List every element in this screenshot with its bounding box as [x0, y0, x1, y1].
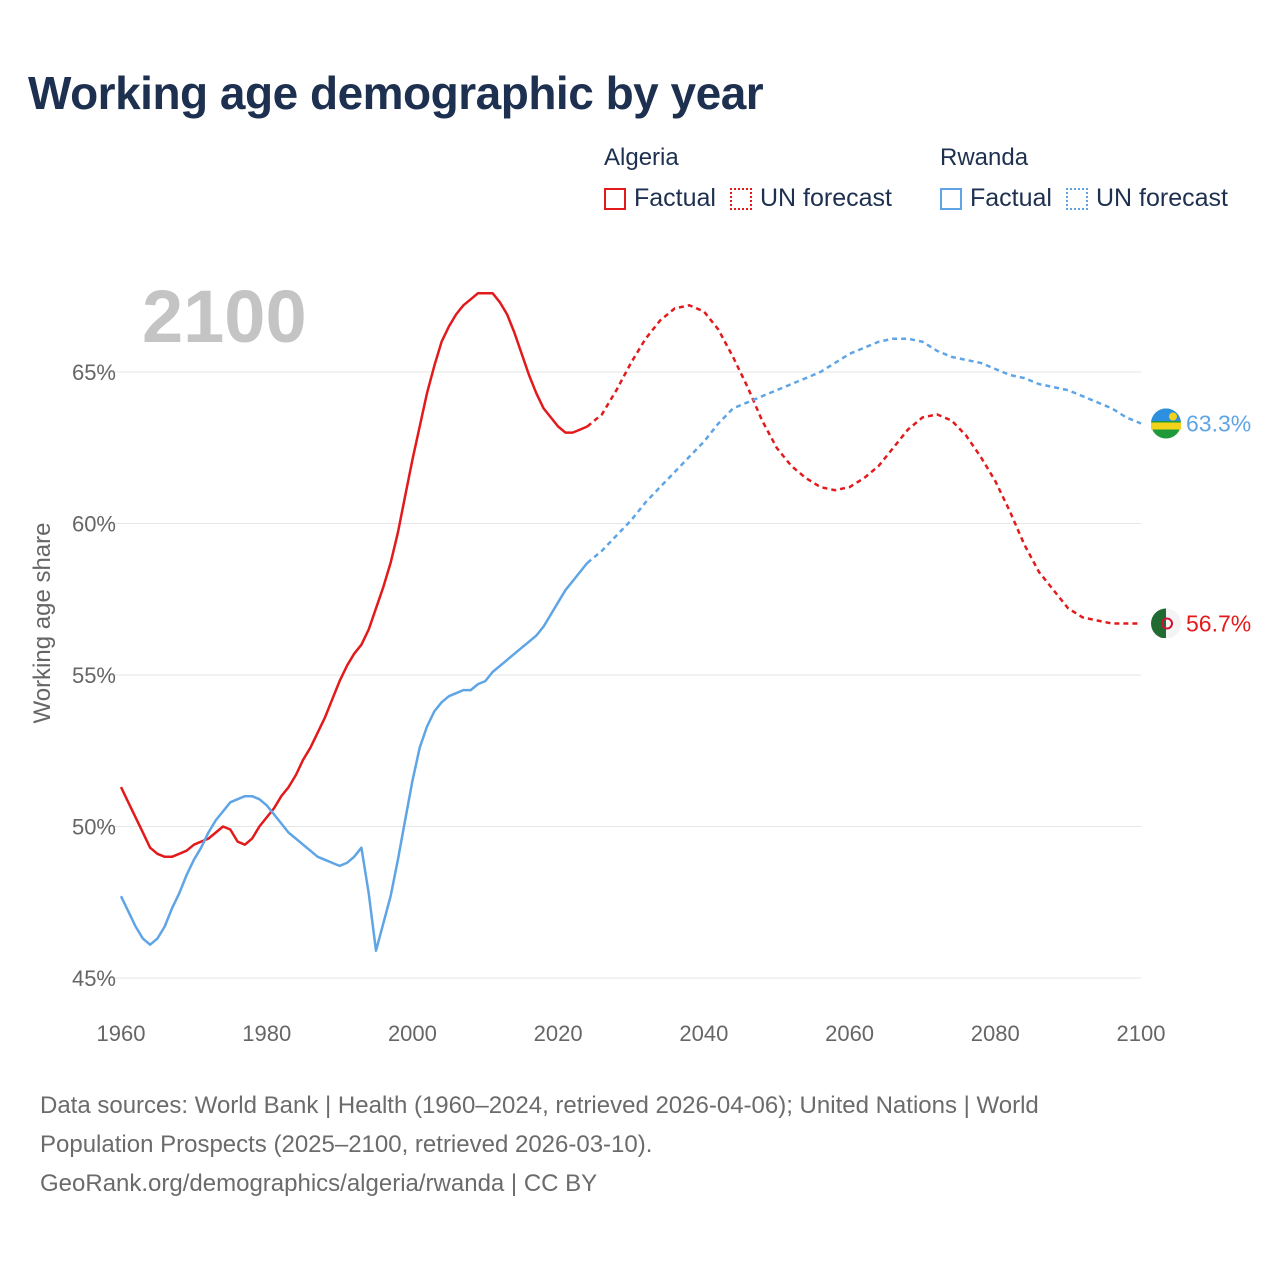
y-tick-label: 55%: [72, 663, 116, 688]
end-value-label-algeria: 56.7%: [1186, 610, 1251, 636]
algeria-flag-icon: [1151, 608, 1181, 639]
series-line-algeria-factual[interactable]: [119, 291, 588, 859]
rwanda-flag-icon: [1151, 408, 1181, 439]
legend-swatch-solid: [940, 187, 962, 210]
line-chart: 45% 50% 55% 60% 65% 1960 1980 2000 2020 2040 2060 2…: [29, 275, 1251, 1046]
end-value-label-rwanda: 63.3%: [1186, 411, 1251, 437]
legend-group-algeria: Algeria Factual UN forecast: [604, 144, 906, 213]
legend-swatch-dotted: [1065, 187, 1088, 210]
legend-item-rwanda-factual[interactable]: Factual: [940, 184, 1052, 213]
y-axis-label: Working age share: [29, 523, 56, 724]
year-watermark: 2100: [142, 275, 307, 358]
legend-swatch-dotted: [729, 187, 752, 210]
legend-label: Factual: [634, 184, 716, 212]
footer-sources-2: Population Prospects (2025–2100, retriev…: [40, 1131, 653, 1158]
legend-group-name: Algeria: [604, 144, 679, 171]
x-tick-label: 2000: [388, 1021, 437, 1046]
y-tick-label: 65%: [72, 360, 116, 385]
x-tick-label: 2040: [679, 1021, 728, 1046]
x-tick-label: 1980: [242, 1021, 291, 1046]
legend-swatch-solid: [604, 187, 626, 210]
legend-item-algeria-forecast[interactable]: UN forecast: [729, 184, 892, 213]
legend-label: UN forecast: [1095, 184, 1228, 212]
series-line-algeria-forecast[interactable]: [586, 303, 1141, 625]
legend-label: UN forecast: [759, 184, 892, 212]
series-line-rwanda-forecast[interactable]: [586, 337, 1142, 564]
x-tick-label: 2020: [534, 1021, 583, 1046]
y-tick-label: 50%: [72, 815, 116, 840]
chart-title: Working age demographic by year: [28, 67, 764, 119]
x-tick-label: 2080: [971, 1021, 1020, 1046]
x-tick-label: 2100: [1117, 1021, 1166, 1046]
legend-group-name: Rwanda: [940, 144, 1029, 171]
footer-credit[interactable]: GeoRank.org/demographics/algeria/rwanda …: [40, 1170, 598, 1197]
legend-item-rwanda-forecast[interactable]: UN forecast: [1065, 184, 1228, 213]
y-tick-label: 60%: [72, 512, 116, 537]
x-tick-label: 1960: [97, 1021, 146, 1046]
footer: Data sources: World Bank | Health (1960–…: [40, 1086, 1190, 1203]
legend-label: Factual: [970, 184, 1052, 212]
legend-group-rwanda: Rwanda Factual UN forecast: [940, 144, 1242, 213]
legend-item-algeria-factual[interactable]: Factual: [604, 184, 716, 213]
series-line-rwanda-factual[interactable]: [119, 562, 589, 952]
y-tick-label: 45%: [72, 966, 116, 991]
footer-sources-1: Data sources: World Bank | Health (1960–…: [40, 1092, 1039, 1119]
x-tick-label: 2060: [825, 1021, 874, 1046]
